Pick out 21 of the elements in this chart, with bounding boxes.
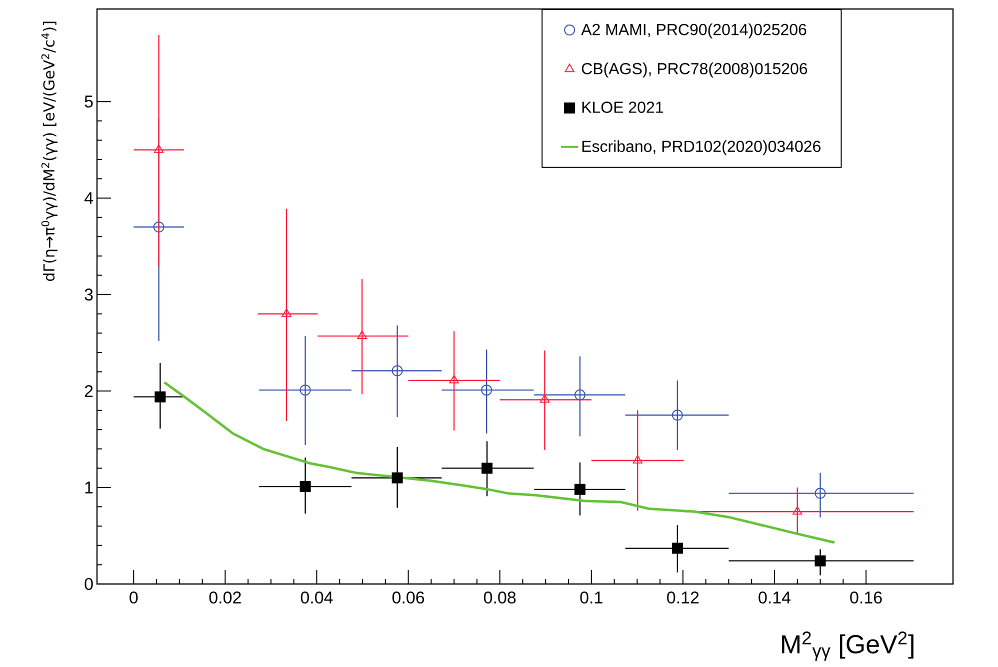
y-tick-label: 3 [84,288,93,301]
x-tick-label: 0.14 [758,592,791,604]
x-tick-label: 0.08 [484,592,516,604]
y-tick-label: 0 [84,578,93,590]
y-tick-label: 4 [84,192,93,204]
x-tick-label: 0 [130,592,138,604]
x-tick-label: 0.02 [209,592,241,604]
legend-label: A2 MAMI, PRC90(2014)025206 [581,23,806,38]
legend-label: KLOE 2021 [582,102,664,113]
x-axis-title: M$^{2}$$_{γγ}$ [GeV$^{2}$] [782,632,914,661]
y-tick-label: 5 [84,96,93,108]
y-tick-label: 1 [85,482,93,494]
legend-label: Escribano, PRD102(2020)034026 [582,140,820,156]
x-tick-label: 0.12 [667,592,699,604]
legend-label: CB(AGS), PRC78(2008)015206 [582,62,808,78]
y-tick-label: 2 [84,385,93,397]
text: dΓ(η→π$^{0}$γγ)/dM$^{2}$(γγ) [eV/(GeV$^{2}$/c$^{4}$)] [41,22,58,281]
x-tick-label: 0.06 [392,592,424,604]
x-tick-label: 0.04 [300,592,333,604]
x-tick-label: 0.1 [580,592,602,604]
x-tick-label: 0.16 [850,592,882,604]
